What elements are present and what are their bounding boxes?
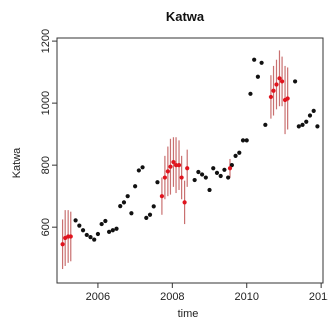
highlighted-point xyxy=(182,200,187,205)
highlighted-point xyxy=(285,96,290,101)
data-point xyxy=(88,235,93,240)
highlighted-point xyxy=(176,163,182,168)
highlighted-point xyxy=(168,164,173,169)
ticks-layer: 2006 2008 2010 2012 600 800 1000 1200 xyxy=(40,29,328,303)
data-point xyxy=(133,184,138,189)
data-point xyxy=(110,228,115,233)
highlighted-point xyxy=(179,175,184,180)
data-point xyxy=(218,173,223,179)
highlighted-point xyxy=(279,79,285,84)
data-point xyxy=(211,166,216,171)
data-point xyxy=(196,169,201,175)
data-point xyxy=(203,175,208,180)
data-point xyxy=(292,79,298,84)
data-point xyxy=(129,211,134,216)
points-layer xyxy=(60,57,320,247)
data-point xyxy=(199,172,205,177)
y-axis-label: Katwa xyxy=(11,147,23,178)
highlighted-point xyxy=(227,166,233,171)
data-point xyxy=(103,218,108,224)
data-point xyxy=(92,237,97,242)
highlighted-point xyxy=(268,94,274,100)
data-point xyxy=(136,168,141,173)
x-tick-label: 2010 xyxy=(234,291,258,303)
data-point xyxy=(73,218,78,223)
data-point xyxy=(311,108,316,113)
highlighted-point xyxy=(60,242,65,247)
x-axis-label: time xyxy=(178,308,199,320)
y-tick-label: 1200 xyxy=(40,29,52,53)
data-point xyxy=(296,124,301,129)
data-point xyxy=(255,74,260,79)
data-point xyxy=(140,165,145,170)
x-tick-label: 2008 xyxy=(160,291,184,303)
data-point xyxy=(114,226,119,231)
data-point xyxy=(151,204,156,209)
plot-frame xyxy=(56,37,324,284)
highlighted-point xyxy=(165,169,170,174)
highlighted-point xyxy=(162,175,167,180)
data-point xyxy=(244,138,249,143)
data-point xyxy=(263,122,268,127)
data-point xyxy=(304,119,309,124)
data-point xyxy=(233,153,238,158)
y-tick-label: 800 xyxy=(40,156,52,174)
highlighted-point xyxy=(171,159,176,165)
errorbars-layer xyxy=(61,50,289,270)
data-point xyxy=(144,215,149,220)
data-point xyxy=(77,223,82,228)
chart-title: Katwa xyxy=(166,9,205,24)
data-point xyxy=(248,91,253,96)
y-tick-label: 600 xyxy=(40,218,52,236)
data-point xyxy=(252,57,257,62)
highlighted-point xyxy=(68,234,73,239)
data-point xyxy=(222,167,227,172)
data-point xyxy=(207,187,212,193)
data-point xyxy=(106,229,112,234)
highlighted-point xyxy=(274,82,279,87)
data-point xyxy=(80,228,86,233)
data-point xyxy=(84,232,89,238)
data-point xyxy=(226,175,231,180)
highlighted-point xyxy=(277,76,282,81)
x-tick-label: 2006 xyxy=(86,291,110,303)
data-point xyxy=(121,200,127,205)
data-point xyxy=(214,170,220,176)
data-point xyxy=(147,212,153,217)
data-point xyxy=(95,231,101,237)
data-point xyxy=(192,177,197,183)
data-point xyxy=(155,180,160,185)
data-point xyxy=(125,194,130,199)
data-point xyxy=(99,221,104,227)
data-point xyxy=(237,150,242,155)
highlighted-point xyxy=(159,194,165,199)
data-point xyxy=(240,138,246,143)
data-point xyxy=(300,122,305,127)
highlighted-point xyxy=(173,163,179,168)
x-tick-label: 2012 xyxy=(309,291,328,303)
data-point xyxy=(259,60,264,65)
data-point xyxy=(229,163,234,168)
data-point xyxy=(118,203,123,209)
data-point xyxy=(307,113,313,118)
data-point xyxy=(315,124,320,129)
highlighted-point xyxy=(271,88,276,93)
highlighted-point xyxy=(185,166,190,171)
y-tick-label: 1000 xyxy=(40,91,52,115)
